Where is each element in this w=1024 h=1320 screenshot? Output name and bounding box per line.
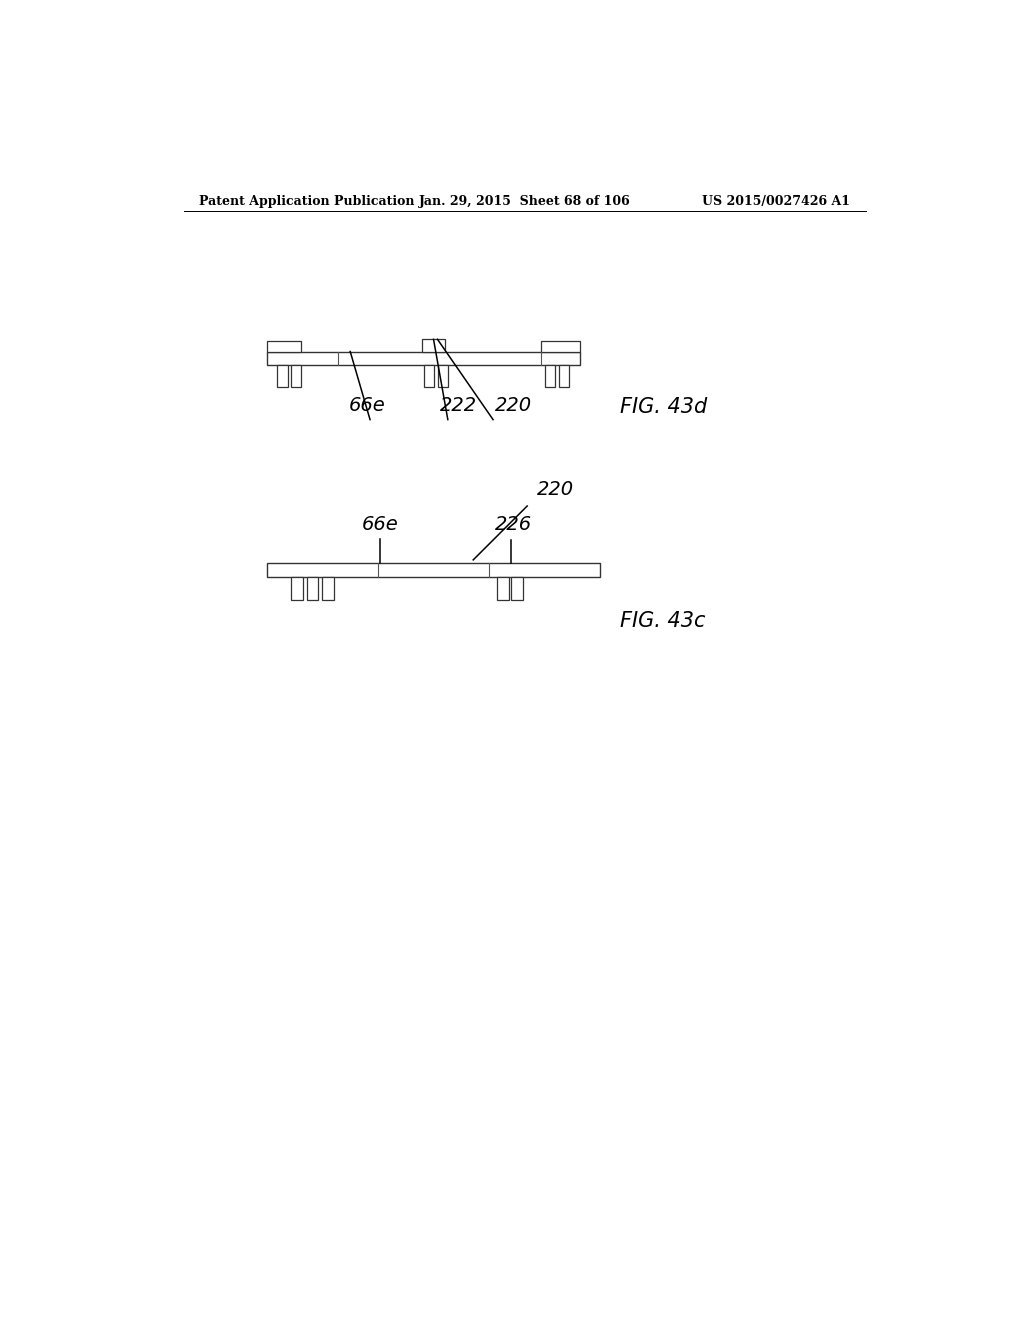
Bar <box>437 364 447 387</box>
Text: 220: 220 <box>495 396 531 414</box>
Text: FIG. 43d: FIG. 43d <box>620 397 708 417</box>
Text: 220: 220 <box>537 480 573 499</box>
Bar <box>291 364 301 387</box>
Text: 66e: 66e <box>362 516 399 535</box>
Text: 222: 222 <box>440 396 477 414</box>
Bar <box>511 577 523 599</box>
Text: 66e: 66e <box>348 396 385 414</box>
Bar <box>323 577 334 599</box>
Text: FIG. 43c: FIG. 43c <box>620 611 706 631</box>
Bar <box>278 364 288 387</box>
Bar <box>267 342 301 351</box>
Text: Jan. 29, 2015  Sheet 68 of 106: Jan. 29, 2015 Sheet 68 of 106 <box>419 194 631 207</box>
Bar <box>545 364 555 387</box>
Text: Patent Application Publication: Patent Application Publication <box>200 194 415 207</box>
Bar <box>497 577 509 599</box>
Bar <box>424 364 434 387</box>
Bar <box>306 577 318 599</box>
Bar <box>291 577 303 599</box>
Bar <box>267 562 600 577</box>
Bar <box>422 339 445 351</box>
Text: 226: 226 <box>495 516 531 535</box>
Bar <box>559 364 569 387</box>
Bar <box>267 351 581 364</box>
Bar <box>541 342 581 351</box>
Text: US 2015/0027426 A1: US 2015/0027426 A1 <box>702 194 850 207</box>
